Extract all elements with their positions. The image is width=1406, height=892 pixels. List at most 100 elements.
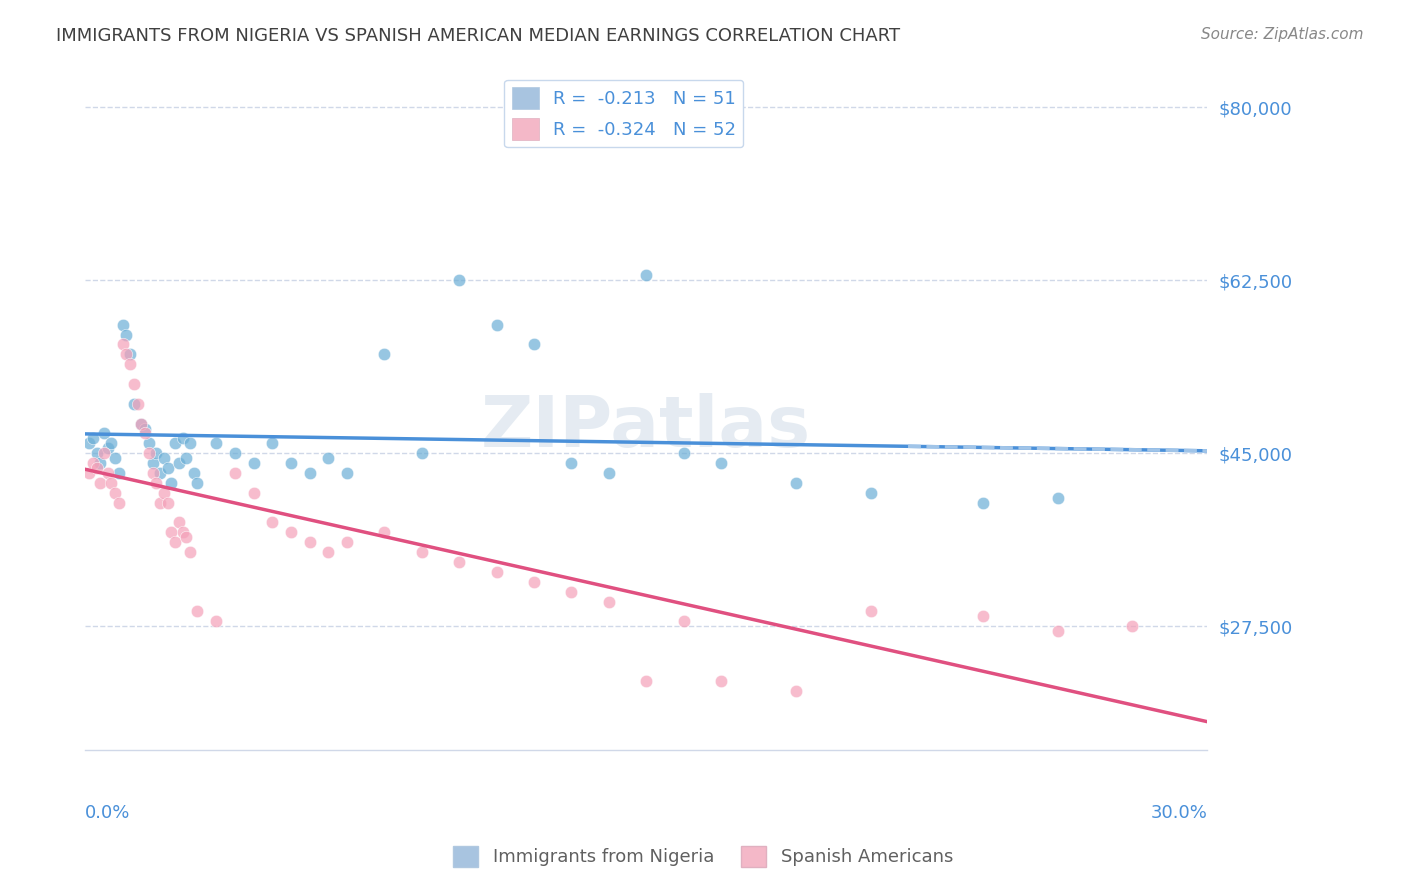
Point [97, 442, 120, 456]
Point [449, 555, 471, 569]
Point [598, 466, 620, 480]
Point [153, 485, 176, 500]
Point [262, 516, 284, 530]
Point [167, 456, 190, 470]
Point [122, 397, 145, 411]
Point [172, 431, 194, 445]
Point [560, 584, 582, 599]
Point [93, 446, 115, 460]
Point [89, 475, 111, 490]
Point [972, 609, 994, 624]
Point [598, 594, 620, 608]
Point [373, 525, 395, 540]
Point [89, 456, 111, 470]
Point [186, 475, 208, 490]
Point [205, 615, 228, 629]
Point [104, 485, 127, 500]
Point [160, 475, 183, 490]
Point [859, 605, 882, 619]
Point [186, 605, 208, 619]
Point [145, 475, 167, 490]
Legend: R =  -0.213   N = 51, R =  -0.324   N = 52: R = -0.213 N = 51, R = -0.324 N = 52 [505, 79, 744, 147]
Point [1121, 619, 1143, 633]
Point [167, 516, 190, 530]
Point [242, 485, 264, 500]
Point [77, 466, 100, 480]
Point [672, 446, 695, 460]
Point [336, 466, 359, 480]
Point [449, 273, 471, 287]
Point [165, 436, 187, 450]
Point [138, 436, 160, 450]
Point [298, 535, 321, 549]
Text: Source: ZipAtlas.com: Source: ZipAtlas.com [1201, 27, 1364, 42]
Point [672, 615, 695, 629]
Point [153, 451, 176, 466]
Point [224, 446, 246, 460]
Point [710, 456, 733, 470]
Text: 30.0%: 30.0% [1150, 805, 1208, 822]
Point [972, 496, 994, 510]
Point [86, 446, 108, 460]
Point [82, 456, 104, 470]
Point [142, 466, 165, 480]
Point [205, 436, 228, 450]
Point [1046, 624, 1069, 639]
Point [100, 475, 122, 490]
Point [149, 496, 172, 510]
Point [108, 466, 131, 480]
Point [636, 673, 658, 688]
Point [280, 456, 302, 470]
Point [120, 347, 142, 361]
Point [160, 525, 183, 540]
Point [172, 525, 194, 540]
Point [411, 545, 433, 559]
Point [174, 530, 197, 544]
Text: ZIPatlas: ZIPatlas [481, 392, 811, 462]
Text: IMMIGRANTS FROM NIGERIA VS SPANISH AMERICAN MEDIAN EARNINGS CORRELATION CHART: IMMIGRANTS FROM NIGERIA VS SPANISH AMERI… [56, 27, 900, 45]
Point [165, 535, 187, 549]
Point [710, 673, 733, 688]
Point [77, 436, 100, 450]
Point [485, 318, 508, 332]
Text: 0.0%: 0.0% [86, 805, 131, 822]
Point [82, 431, 104, 445]
Point [523, 574, 546, 589]
Point [127, 397, 149, 411]
Point [636, 268, 658, 283]
Point [134, 421, 156, 435]
Legend: Immigrants from Nigeria, Spanish Americans: Immigrants from Nigeria, Spanish America… [446, 838, 960, 874]
Point [104, 451, 127, 466]
Point [485, 565, 508, 579]
Point [111, 318, 134, 332]
Point [86, 461, 108, 475]
Point [242, 456, 264, 470]
Point [373, 347, 395, 361]
Point [179, 436, 201, 450]
Point [131, 417, 153, 431]
Point [120, 357, 142, 371]
Point [523, 337, 546, 351]
Point [131, 417, 153, 431]
Point [560, 456, 582, 470]
Point [298, 466, 321, 480]
Point [224, 466, 246, 480]
Point [115, 347, 138, 361]
Point [156, 496, 179, 510]
Point [122, 377, 145, 392]
Point [318, 545, 340, 559]
Point [134, 426, 156, 441]
Point [93, 426, 115, 441]
Point [111, 337, 134, 351]
Point [97, 466, 120, 480]
Point [1046, 491, 1069, 505]
Point [262, 436, 284, 450]
Point [174, 451, 197, 466]
Point [156, 461, 179, 475]
Point [142, 456, 165, 470]
Point [179, 545, 201, 559]
Point [411, 446, 433, 460]
Point [100, 436, 122, 450]
Point [149, 466, 172, 480]
Point [145, 446, 167, 460]
